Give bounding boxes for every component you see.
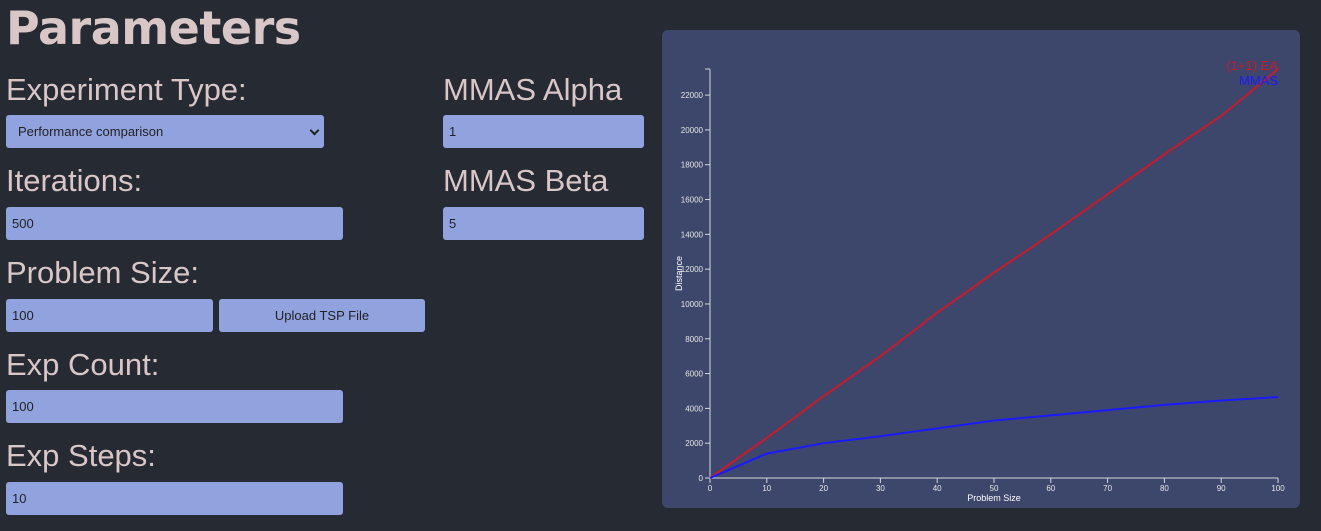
experiment-type-label: Experiment Type: xyxy=(6,72,247,107)
y-tick-label: 2000 xyxy=(685,439,703,448)
exp-count-label: Exp Count: xyxy=(6,347,160,382)
upload-tsp-file-button[interactable]: Upload TSP File xyxy=(219,299,425,332)
x-tick-label: 30 xyxy=(876,484,885,493)
legend-entry-mmas: MMAS xyxy=(1239,73,1278,88)
experiment-type-select[interactable]: Performance comparison xyxy=(6,115,324,148)
y-tick-label: 16000 xyxy=(681,196,704,205)
series-line-mmas xyxy=(709,396,1279,479)
y-tick-label: 4000 xyxy=(685,404,703,413)
iterations-input[interactable]: 500 xyxy=(6,207,343,240)
page-title: Parameters xyxy=(6,1,301,55)
legend-entry-ea: (1+1) EA xyxy=(1226,58,1278,73)
problem-size-input[interactable]: 100 xyxy=(6,299,213,332)
y-tick-label: 18000 xyxy=(681,161,704,170)
y-tick-label: 0 xyxy=(699,474,704,483)
mmas-alpha-input[interactable]: 1 xyxy=(443,115,644,148)
chevron-down-icon xyxy=(309,125,320,136)
mmas-alpha-label: MMAS Alpha xyxy=(443,72,623,107)
y-tick-label: 20000 xyxy=(681,126,704,135)
y-tick-label: 10000 xyxy=(681,300,704,309)
x-tick-label: 80 xyxy=(1160,484,1169,493)
x-tick-label: 90 xyxy=(1217,484,1226,493)
series-line-ea xyxy=(709,68,1279,479)
x-tick-label: 40 xyxy=(933,484,942,493)
x-tick-label: 70 xyxy=(1103,484,1112,493)
exp-count-input[interactable]: 100 xyxy=(6,390,343,423)
exp-steps-input[interactable]: 10 xyxy=(6,482,343,515)
y-tick-label: 22000 xyxy=(681,91,704,100)
mmas-beta-input[interactable]: 5 xyxy=(443,207,644,240)
x-tick-label: 50 xyxy=(990,484,999,493)
experiment-type-selected-value: Performance comparison xyxy=(18,124,164,139)
y-axis-title: Distance xyxy=(674,256,684,291)
iterations-label: Iterations: xyxy=(6,163,143,198)
exp-steps-label: Exp Steps: xyxy=(6,438,156,473)
y-tick-label: 6000 xyxy=(685,370,703,379)
y-tick-label: 12000 xyxy=(681,265,704,274)
distance-chart: 0 10 20 30 40 50 60 70 80 90 100 0 2000 4000 6000 8000 1… xyxy=(674,58,1285,503)
y-tick-label: 8000 xyxy=(685,335,703,344)
x-tick-label: 60 xyxy=(1046,484,1055,493)
x-axis-title: Problem Size xyxy=(967,493,1021,503)
x-tick-label: 0 xyxy=(708,484,713,493)
x-tick-label: 10 xyxy=(762,484,771,493)
problem-size-label: Problem Size: xyxy=(6,255,199,290)
mmas-beta-label: MMAS Beta xyxy=(443,163,609,198)
x-tick-label: 100 xyxy=(1271,484,1285,493)
chart-panel: 0 10 20 30 40 50 60 70 80 90 100 0 2000 4000 6000 8000 1… xyxy=(662,30,1300,508)
y-tick-label: 14000 xyxy=(681,230,704,239)
x-tick-label: 20 xyxy=(819,484,828,493)
